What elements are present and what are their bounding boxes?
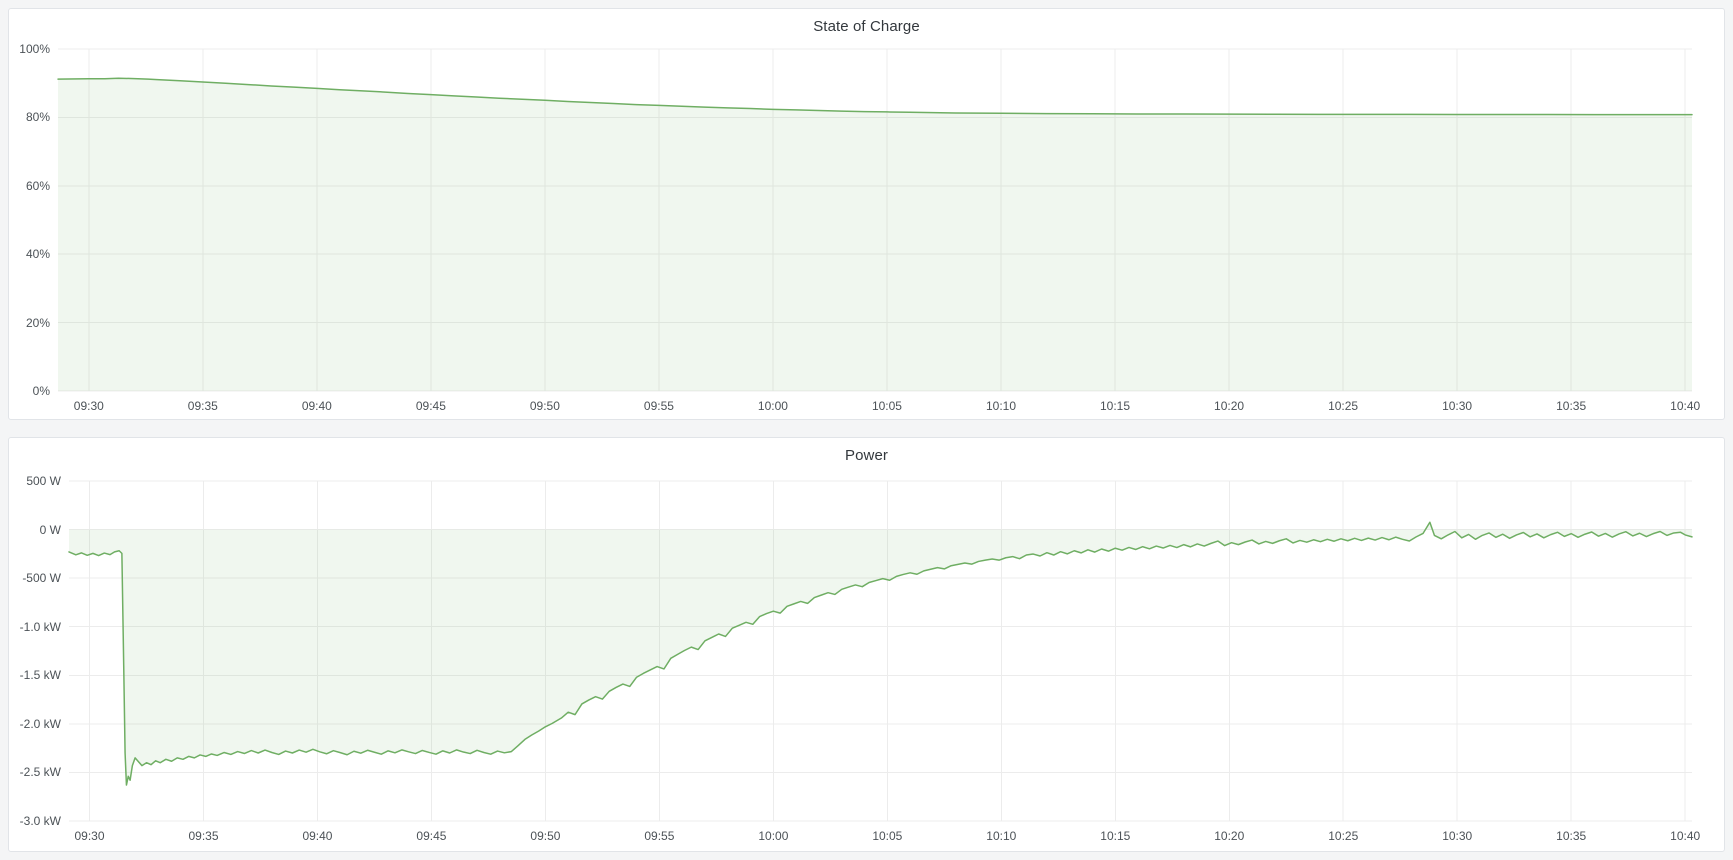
x-axis-label: 10:05: [871, 399, 902, 413]
soc-chart-plot[interactable]: [57, 48, 1693, 392]
y-axis-label: -500 W: [22, 571, 61, 586]
series-area: [58, 78, 1692, 392]
x-axis-label: 09:30: [74, 829, 105, 843]
y-axis-label: 100%: [19, 42, 50, 56]
x-axis-label: 09:50: [530, 829, 561, 843]
y-axis-label: -3.0 kW: [19, 814, 61, 828]
x-axis-label: 10:30: [1442, 399, 1473, 413]
x-axis-label: 09:55: [644, 829, 675, 843]
y-axis-label: 500 W: [26, 474, 61, 488]
chart-canvas[interactable]: [57, 48, 1693, 392]
x-axis-label: 10:25: [1328, 829, 1359, 843]
power-panel: Power 500 W 0 W -500 W -1.0 kW -1.5 kW -2.0 k…: [8, 437, 1725, 852]
x-axis-label: 10:35: [1556, 829, 1587, 843]
x-axis-label: 10:20: [1214, 399, 1245, 413]
series-area: [69, 522, 1692, 786]
chart-canvas[interactable]: [68, 480, 1693, 822]
x-axis-label: 10:25: [1328, 399, 1359, 413]
x-axis-label: 10:00: [757, 399, 788, 413]
x-axis-label: 09:35: [188, 829, 219, 843]
x-axis-label: 10:40: [1670, 399, 1701, 413]
soc-panel-title[interactable]: State of Charge: [813, 18, 920, 35]
y-axis-label: -1.5 kW: [19, 668, 61, 683]
y-axis-label: 60%: [25, 178, 50, 193]
series-line: [68, 521, 1693, 786]
x-axis-label: 09:45: [415, 399, 446, 413]
power-panel-title[interactable]: Power: [844, 447, 889, 464]
x-axis-label: 10:05: [872, 829, 903, 843]
y-axis-label: 40%: [25, 247, 50, 262]
y-axis-label: 20%: [25, 315, 50, 330]
x-axis-label: 10:30: [1442, 829, 1473, 843]
x-axis-label: 10:35: [1556, 399, 1587, 413]
x-axis-label: 10:20: [1214, 829, 1245, 843]
y-axis-label: -2.0 kW: [19, 716, 61, 731]
power-chart-plot[interactable]: [68, 480, 1693, 822]
x-axis-label: 09:35: [187, 399, 218, 413]
y-axis-label: 80%: [25, 110, 50, 125]
x-axis-label: 10:00: [758, 829, 789, 843]
x-axis-label: 10:40: [1670, 829, 1701, 843]
x-axis-label: 09:50: [529, 399, 560, 413]
y-axis-label: 0 W: [39, 522, 61, 537]
y-axis-label: 0%: [32, 384, 50, 398]
x-axis-label: 10:10: [985, 399, 1016, 413]
x-axis-label: 09:40: [302, 829, 333, 843]
x-axis-label: 10:15: [1100, 829, 1131, 843]
soc-panel: State of Charge 100% 80% 60% 40% 20% 0% 09:30…: [8, 8, 1725, 420]
x-axis-label: 10:15: [1100, 399, 1131, 413]
x-axis-label: 10:10: [986, 829, 1017, 843]
y-axis-label: -1.0 kW: [19, 619, 61, 634]
x-axis-label: 09:40: [301, 399, 332, 413]
x-axis-label: 09:30: [73, 399, 104, 413]
series-line: [57, 77, 1693, 116]
y-axis-label: -2.5 kW: [19, 765, 61, 780]
x-axis-label: 09:55: [643, 399, 674, 413]
x-axis-label: 09:45: [416, 829, 447, 843]
